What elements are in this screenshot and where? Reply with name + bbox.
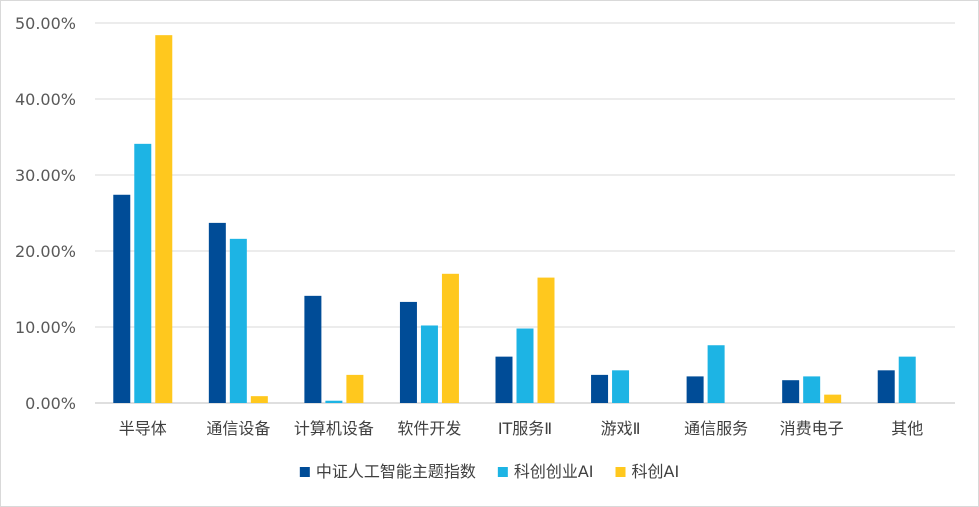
legend-label: 中证人工智能主题指数 bbox=[316, 462, 476, 481]
x-category-label: 软件开发 bbox=[397, 419, 461, 438]
legend: 中证人工智能主题指数 科创创业AI 科创AI bbox=[299, 462, 680, 481]
bar-1-9 bbox=[877, 370, 895, 403]
bar-3-8 bbox=[824, 394, 842, 403]
x-category-label: 计算机设备 bbox=[294, 419, 374, 438]
y-tick-label: 40.00% bbox=[15, 90, 76, 109]
bars bbox=[113, 35, 916, 403]
bar-1-8 bbox=[782, 380, 800, 403]
bar-2-3 bbox=[325, 400, 343, 403]
x-axis-categories: 半导体 通信设备 计算机设备 软件开发 IT服务Ⅱ 游戏Ⅱ 通信服务 消费电子 其他 bbox=[119, 419, 923, 438]
legend-label: 科创AI bbox=[632, 462, 680, 481]
bar-1-7 bbox=[686, 376, 704, 403]
bar-1-6 bbox=[591, 374, 609, 403]
bar-2-7 bbox=[707, 345, 725, 403]
bar-3-4 bbox=[441, 273, 459, 403]
y-tick-label: 20.00% bbox=[15, 242, 76, 261]
bar-3-2 bbox=[250, 396, 268, 403]
bar-3-1 bbox=[155, 35, 173, 403]
bar-1-2 bbox=[208, 222, 226, 403]
y-tick-label: 30.00% bbox=[15, 166, 76, 185]
bar-2-6 bbox=[612, 370, 630, 403]
x-category-label: 游戏Ⅱ bbox=[601, 419, 641, 438]
y-axis-ticks: 0.00% 10.00% 20.00% 30.00% 40.00% 50.00% bbox=[15, 14, 76, 413]
bar-3-5 bbox=[537, 277, 555, 403]
bar-2-9 bbox=[898, 356, 916, 403]
bar-3-3 bbox=[346, 374, 364, 403]
legend-item: 中证人工智能主题指数 bbox=[299, 462, 476, 481]
x-category-label: 通信设备 bbox=[206, 419, 270, 438]
x-category-label: 通信服务 bbox=[684, 419, 748, 438]
legend-item: 科创创业AI bbox=[497, 462, 594, 481]
bar-1-3 bbox=[304, 295, 322, 403]
y-tick-label: 50.00% bbox=[15, 14, 76, 33]
x-category-label: 半导体 bbox=[119, 419, 167, 438]
bar-1-1 bbox=[113, 194, 131, 403]
x-category-label: IT服务Ⅱ bbox=[498, 419, 552, 438]
bar-2-8 bbox=[803, 376, 821, 403]
legend-label: 科创创业AI bbox=[514, 462, 594, 481]
legend-swatch bbox=[615, 467, 626, 477]
bar-1-4 bbox=[399, 301, 417, 403]
y-tick-label: 0.00% bbox=[25, 394, 76, 413]
bar-1-5 bbox=[495, 356, 513, 403]
bar-2-2 bbox=[229, 238, 247, 403]
bar-2-4 bbox=[420, 325, 438, 403]
legend-swatch bbox=[497, 467, 508, 477]
x-category-label: 其他 bbox=[891, 419, 923, 438]
x-category-label: 消费电子 bbox=[780, 419, 844, 438]
bar-2-5 bbox=[516, 328, 534, 403]
legend-item: 科创AI bbox=[615, 462, 680, 481]
y-tick-label: 10.00% bbox=[15, 318, 76, 337]
bar-2-1 bbox=[134, 143, 152, 403]
legend-swatch bbox=[299, 467, 310, 477]
